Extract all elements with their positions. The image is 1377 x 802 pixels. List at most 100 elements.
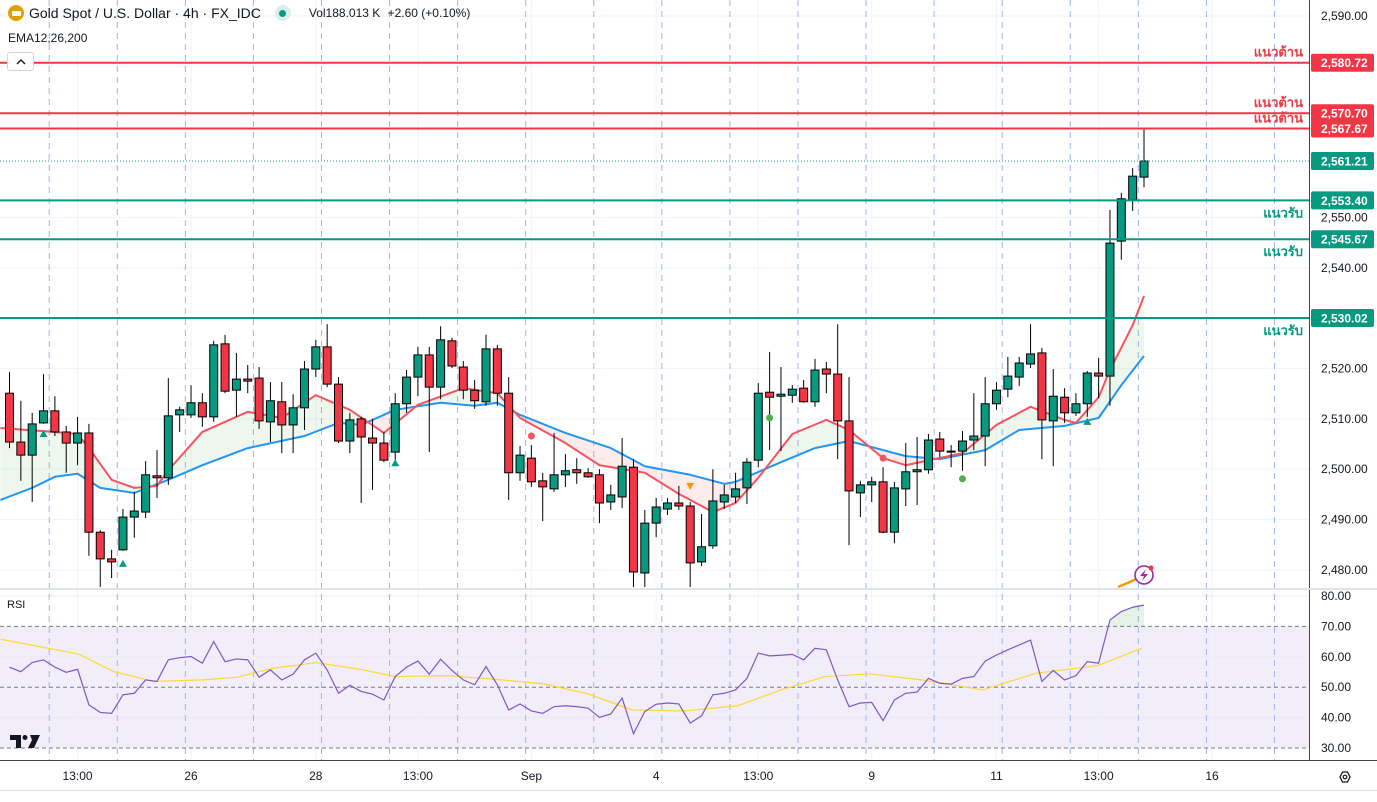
candle[interactable] <box>969 393 979 451</box>
candle[interactable] <box>311 339 321 378</box>
lightning-icon[interactable] <box>1134 565 1154 585</box>
candle[interactable] <box>84 423 94 556</box>
candle[interactable] <box>640 510 650 588</box>
candle[interactable] <box>799 380 809 403</box>
candle[interactable] <box>731 472 741 503</box>
candle[interactable] <box>844 377 854 546</box>
candle[interactable] <box>61 425 71 473</box>
candle[interactable] <box>447 337 457 369</box>
candle[interactable] <box>95 530 105 588</box>
symbol-title[interactable]: Gold Spot / U.S. Dollar · 4h · FX_IDC <box>29 5 261 21</box>
candle[interactable] <box>821 361 831 394</box>
candle[interactable] <box>1037 347 1047 460</box>
candle[interactable] <box>538 472 548 522</box>
candle[interactable] <box>583 468 593 478</box>
candle[interactable] <box>742 458 752 504</box>
candle[interactable] <box>27 412 37 502</box>
candle[interactable] <box>901 443 911 507</box>
candle[interactable] <box>118 509 128 551</box>
collapse-legend-button[interactable] <box>7 52 34 71</box>
candle[interactable] <box>787 385 797 403</box>
candle[interactable] <box>402 370 412 413</box>
candle[interactable] <box>334 377 344 444</box>
candle[interactable] <box>39 374 49 424</box>
candle[interactable] <box>708 469 718 549</box>
candle[interactable] <box>504 377 514 500</box>
candle[interactable] <box>458 360 468 400</box>
time-axis[interactable] <box>0 760 1377 790</box>
candle[interactable] <box>277 382 287 454</box>
candle[interactable] <box>674 485 684 511</box>
candle[interactable] <box>492 344 502 406</box>
candle[interactable] <box>141 461 151 519</box>
candle[interactable] <box>424 346 434 453</box>
candle[interactable] <box>878 467 888 534</box>
candle[interactable] <box>1060 388 1070 423</box>
candle[interactable] <box>175 406 185 432</box>
candle[interactable] <box>855 480 865 518</box>
candle[interactable] <box>322 324 332 388</box>
candle[interactable] <box>379 431 389 463</box>
candle[interactable] <box>1094 357 1104 399</box>
candle[interactable] <box>73 416 83 466</box>
candle[interactable] <box>288 394 298 454</box>
candle[interactable] <box>299 360 309 430</box>
candle[interactable] <box>1026 324 1036 369</box>
candle[interactable] <box>1048 369 1058 467</box>
candle[interactable] <box>470 380 480 409</box>
candle[interactable] <box>651 497 661 538</box>
candle[interactable] <box>753 383 763 468</box>
candle[interactable] <box>697 514 707 566</box>
candle[interactable] <box>209 340 219 422</box>
candle[interactable] <box>594 469 604 524</box>
candle[interactable] <box>1071 393 1081 416</box>
settings-icon[interactable] <box>1339 771 1351 783</box>
candle[interactable] <box>356 416 366 503</box>
candle[interactable] <box>413 346 423 397</box>
candle[interactable] <box>560 454 570 487</box>
candle[interactable] <box>572 458 582 484</box>
candle[interactable] <box>1105 209 1115 406</box>
candle[interactable] <box>436 326 446 400</box>
candle[interactable] <box>957 430 967 471</box>
indicator-legend-ema[interactable]: EMA12,26,200 <box>8 31 88 45</box>
candle[interactable] <box>16 400 26 481</box>
candle[interactable] <box>776 367 786 452</box>
candle[interactable] <box>549 432 559 492</box>
candle[interactable] <box>628 459 638 588</box>
candle[interactable] <box>889 481 899 544</box>
candle[interactable] <box>719 484 729 510</box>
candle[interactable] <box>390 393 400 461</box>
candle[interactable] <box>129 491 139 538</box>
candle[interactable] <box>663 497 673 516</box>
candle[interactable] <box>5 372 14 449</box>
tradingview-logo[interactable] <box>10 735 40 748</box>
candle[interactable] <box>186 385 196 418</box>
candle[interactable] <box>197 393 207 427</box>
candle[interactable] <box>833 324 843 460</box>
candle[interactable] <box>107 549 117 579</box>
candle[interactable] <box>265 382 275 443</box>
candle[interactable] <box>810 358 820 407</box>
candle[interactable] <box>243 364 253 394</box>
candle[interactable] <box>231 352 241 417</box>
candle[interactable] <box>1003 356 1013 398</box>
candle[interactable] <box>923 433 933 474</box>
candle[interactable] <box>617 438 627 509</box>
candle[interactable] <box>992 382 1002 410</box>
candle[interactable] <box>867 476 877 502</box>
candle[interactable] <box>220 334 230 394</box>
candle[interactable] <box>1116 192 1126 260</box>
candle[interactable] <box>685 501 695 588</box>
candle[interactable] <box>912 437 922 505</box>
candle[interactable] <box>1014 356 1024 387</box>
candle[interactable] <box>481 334 491 406</box>
market-status-icon[interactable] <box>274 5 291 21</box>
candle[interactable] <box>345 412 355 454</box>
candle[interactable] <box>515 446 525 481</box>
candle[interactable] <box>946 445 956 468</box>
candle[interactable] <box>1082 371 1092 417</box>
candle[interactable] <box>50 396 60 437</box>
candle[interactable] <box>606 484 616 511</box>
